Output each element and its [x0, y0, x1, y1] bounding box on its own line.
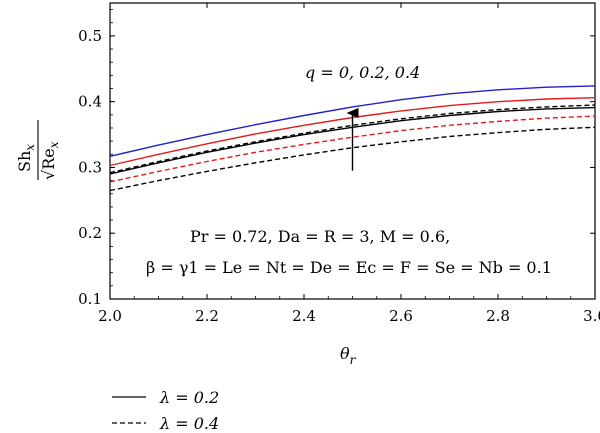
params-line-1: Pr = 0.72, Da = R = 3, M = 0.6, — [190, 227, 450, 246]
y-label-num-sub: x — [23, 144, 37, 151]
legend-label-solid: λ = 0.2 — [159, 388, 219, 407]
legend: λ = 0.2 λ = 0.4 — [112, 388, 219, 433]
axis-ticks: 2.0 2.2 2.4 2.6 2.8 3.0 0.1 0.2 0.3 0.4 0.5 — [78, 3, 600, 325]
y-tick-label: 0.1 — [78, 290, 102, 308]
series-line-lambda-04-q-04 — [109, 104, 596, 174]
y-tick-label: 0.3 — [78, 158, 102, 176]
y-tick-label: 0.2 — [78, 224, 102, 242]
series-line-lambda-04-q-02 — [109, 115, 596, 183]
series-line-lambda-04-q-0 — [109, 126, 596, 192]
y-label-den-text: √Re — [39, 148, 58, 180]
y-label-num-text: Sh — [15, 151, 34, 172]
x-tick-label: 2.4 — [292, 307, 316, 325]
y-label-den-sub: x — [47, 141, 61, 148]
x-tick-label: 3.0 — [583, 307, 600, 325]
legend-label-dashed: λ = 0.4 — [159, 414, 219, 433]
arrow-label: q = 0, 0.2, 0.4 — [305, 63, 420, 82]
x-axis-label-sub: r — [350, 353, 357, 367]
y-tick-label: 0.5 — [78, 27, 102, 45]
y-axis-label: Shx √Rex — [15, 120, 61, 180]
x-tick-label: 2.8 — [486, 307, 510, 325]
series-group — [109, 85, 596, 192]
x-tick-label: 2.6 — [389, 307, 413, 325]
params-line-2: β = γ1 = Le = Nt = De = Ec = F = Se = Nb… — [146, 258, 552, 277]
y-tick-label: 0.4 — [78, 93, 102, 111]
series-line-lambda-02-q-04 — [109, 85, 596, 157]
x-tick-label: 2.0 — [98, 307, 122, 325]
y-label-denominator: √Rex — [39, 141, 61, 180]
x-axis-label: θr — [340, 344, 357, 367]
x-tick-label: 2.2 — [195, 307, 219, 325]
arrow-label-text: q = 0, 0.2, 0.4 — [305, 63, 420, 82]
y-label-numerator: Shx — [15, 144, 37, 172]
x-axis-label-main: θ — [340, 344, 350, 363]
